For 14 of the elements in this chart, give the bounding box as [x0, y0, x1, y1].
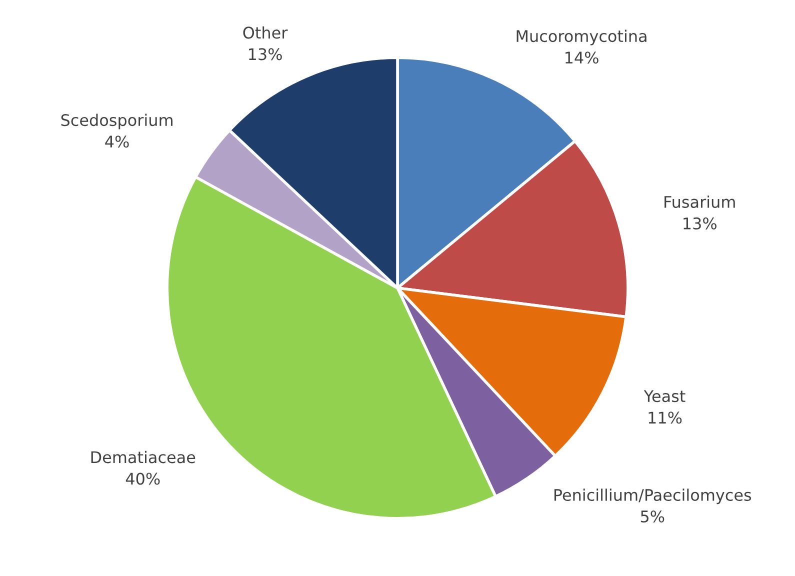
slice-label: Yeast: [644, 390, 686, 402]
slice-label: Scedosporium: [61, 114, 172, 130]
data-label: 5%: [640, 510, 664, 523]
slice-label: Mucoromycotina: [516, 30, 646, 46]
data-label: 40%: [126, 472, 160, 485]
data-label: 13%: [249, 48, 282, 60]
data-label: 13%: [684, 217, 716, 230]
slice-label: Dematiaceae: [91, 450, 196, 464]
data-label: 14%: [566, 52, 598, 64]
slice-label: Fusarium: [664, 196, 735, 208]
data-label: 4%: [105, 136, 129, 148]
slice-label: Penicillium/Paecilomyces: [554, 488, 752, 504]
data-label: 11%: [648, 412, 682, 424]
slice-label: Other: [243, 26, 288, 39]
